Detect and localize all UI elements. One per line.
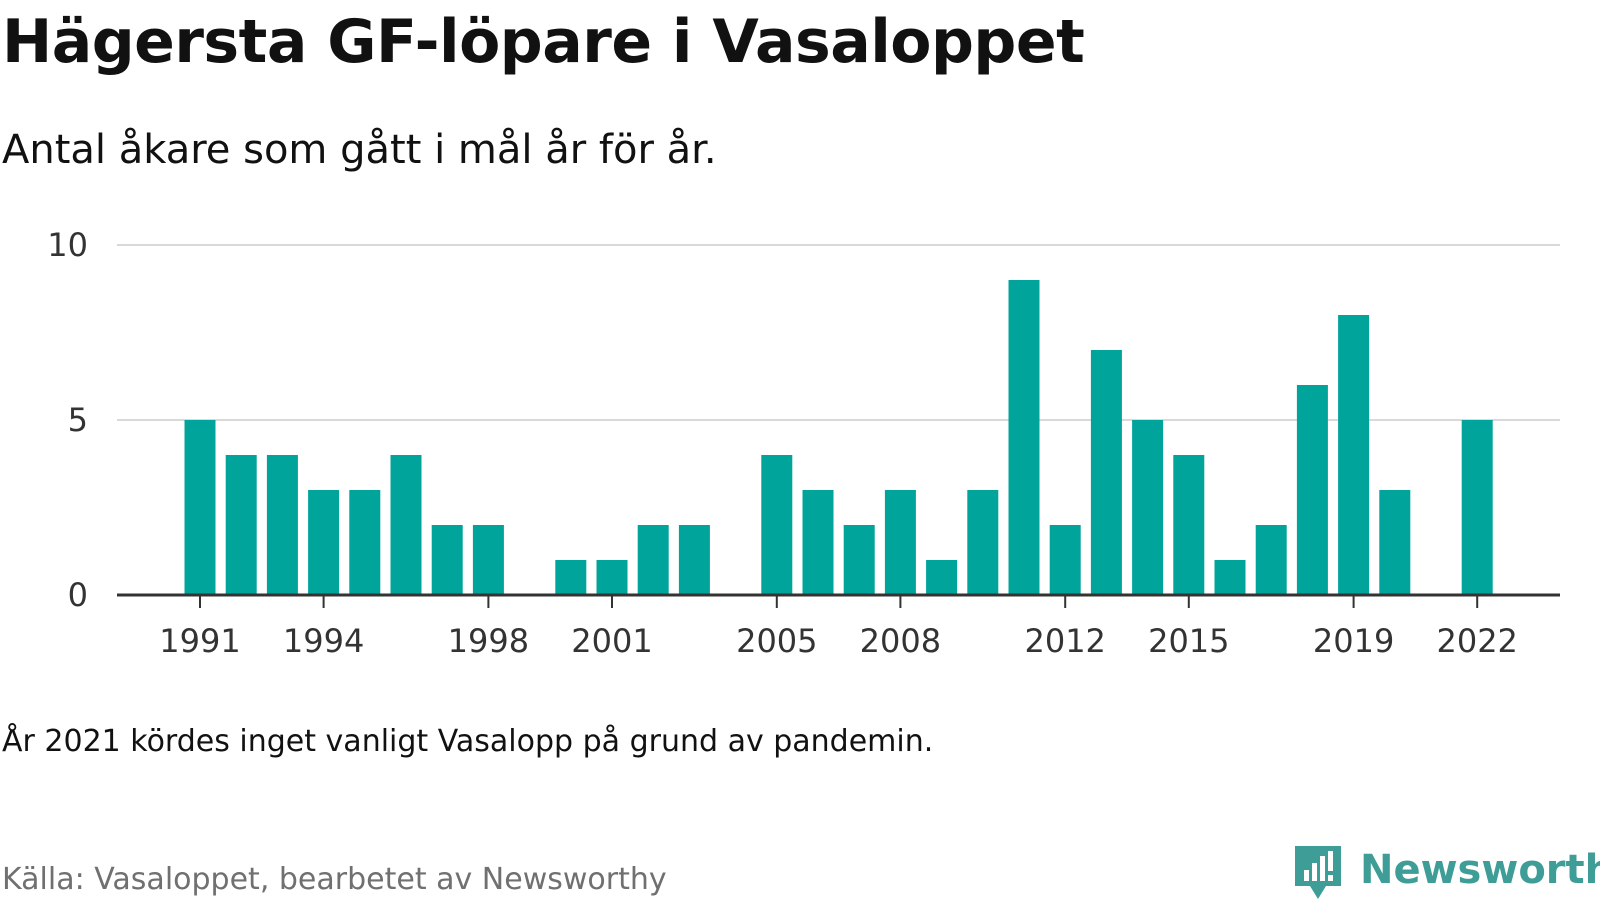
chart-note: År 2021 kördes inget vanligt Vasalopp på… <box>2 724 934 759</box>
bar-1992 <box>225 455 257 595</box>
x-tick-label-2022: 2022 <box>1436 622 1517 660</box>
bar-2015 <box>1173 455 1205 595</box>
axes <box>117 593 1560 608</box>
y-tick-label-10: 10 <box>47 226 88 264</box>
bar-2008 <box>884 490 916 595</box>
x-tick-label-1991: 1991 <box>159 622 240 660</box>
source-text: Källa: Vasaloppet, bearbetet av Newswort… <box>2 862 667 897</box>
bar-1991 <box>184 420 216 595</box>
bar-1998 <box>472 525 504 595</box>
bar-2022 <box>1461 420 1493 595</box>
bar-2012 <box>1049 525 1081 595</box>
x-tick-label-2019: 2019 <box>1313 622 1394 660</box>
x-tick-label-1994: 1994 <box>283 622 364 660</box>
brand-name: Newsworthy <box>1360 847 1600 893</box>
bar-2016 <box>1214 560 1246 595</box>
y-tick-label-5: 5 <box>68 401 88 439</box>
bar-2013 <box>1090 350 1122 595</box>
x-tick-label-2005: 2005 <box>736 622 817 660</box>
x-tick-label-1998: 1998 <box>448 622 529 660</box>
bar-2000 <box>555 560 587 595</box>
bar-2007 <box>843 525 875 595</box>
bar-chart: 0 5 10 1991 1994 1998 2001 2005 2008 2012 2015 2019… <box>47 226 1560 660</box>
bar-2019 <box>1338 315 1370 595</box>
bar-2014 <box>1132 420 1164 595</box>
chart-title: Hägersta GF-löpare i Vasaloppet <box>2 7 1085 77</box>
bars <box>184 280 1493 595</box>
bar-1995 <box>349 490 381 595</box>
bar-2017 <box>1255 525 1287 595</box>
bar-2011 <box>1008 280 1040 595</box>
bar-2003 <box>678 525 710 595</box>
bar-2010 <box>967 490 999 595</box>
bar-1994 <box>308 490 340 595</box>
bar-1996 <box>390 455 422 595</box>
bar-2009 <box>926 560 958 595</box>
y-tick-label-0: 0 <box>68 576 88 614</box>
x-tick-label-2008: 2008 <box>860 622 941 660</box>
bar-2006 <box>802 490 834 595</box>
bar-2005 <box>761 455 793 595</box>
bar-2020 <box>1379 490 1411 595</box>
newsworthy-logo-icon <box>1295 846 1341 899</box>
x-tick-label-2012: 2012 <box>1024 622 1105 660</box>
chart-subtitle: Antal åkare som gått i mål år för år. <box>2 127 717 173</box>
tick-labels: 0 5 10 1991 1994 1998 2001 2005 2008 2012 2015 2019… <box>47 226 1518 660</box>
bar-2002 <box>637 525 669 595</box>
x-tick-label-2015: 2015 <box>1148 622 1229 660</box>
bar-2018 <box>1296 385 1328 595</box>
x-tick-label-2001: 2001 <box>571 622 652 660</box>
bar-1997 <box>431 525 463 595</box>
bar-1993 <box>266 455 298 595</box>
bar-2001 <box>596 560 628 595</box>
